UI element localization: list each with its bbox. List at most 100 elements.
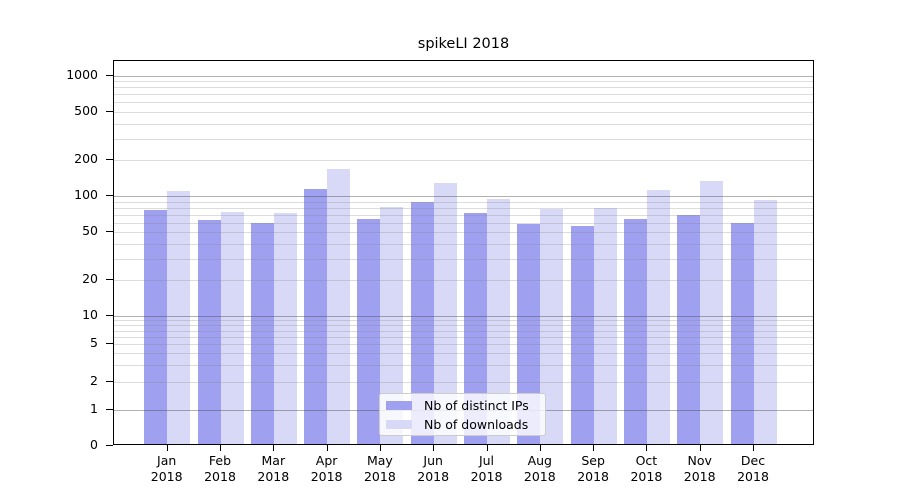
x-tick-month: Jul <box>478 453 495 468</box>
y-tick-label: 200 <box>74 150 98 166</box>
y-tick-mark <box>106 315 113 317</box>
bar-jul-distinct-ips <box>464 213 487 444</box>
y-tick-label: 100 <box>74 187 98 202</box>
y-tick-label: 2 <box>90 372 98 388</box>
x-tick-month: Sep <box>581 453 605 468</box>
x-tick-year: 2018 <box>630 469 663 484</box>
gridline-minor <box>114 87 813 89</box>
x-tick-month: Feb <box>208 453 232 468</box>
bar-apr-downloads <box>327 168 351 444</box>
bar-nov-downloads <box>700 180 724 444</box>
x-tick-mark <box>326 445 328 451</box>
x-tick-year: 2018 <box>363 469 396 484</box>
x-tick-label: Jun 2018 <box>403 453 463 485</box>
bar-nov-distinct-ips <box>677 215 701 444</box>
y-tick-label: 50 <box>82 223 98 239</box>
legend-label-downloads: Nb of downloads <box>424 416 529 432</box>
y-tick-label: 1 <box>90 401 98 416</box>
x-tick-label: Dec 2018 <box>723 453 783 485</box>
bar-sep-distinct-ips <box>570 226 594 444</box>
x-tick-label: Aug 2018 <box>510 453 570 485</box>
y-tick-mark <box>106 110 113 112</box>
gridline-minor <box>114 94 813 96</box>
y-tick-mark <box>106 380 113 382</box>
x-tick-label: Oct 2018 <box>616 453 676 485</box>
x-tick-month: Mar <box>261 453 286 468</box>
bar-sep-downloads <box>593 208 617 444</box>
x-tick-month: Dec <box>740 453 766 468</box>
bar-feb-distinct-ips <box>197 220 221 444</box>
bar-jun-distinct-ips <box>410 201 434 444</box>
x-tick-month: Aug <box>527 453 552 468</box>
x-tick-label: Mar 2018 <box>243 453 303 485</box>
x-tick-mark <box>699 445 701 451</box>
bar-jan-downloads <box>167 191 191 444</box>
x-tick-year: 2018 <box>523 469 556 484</box>
bar-jun-downloads <box>433 183 457 444</box>
x-tick-month: Apr <box>315 453 338 468</box>
bar-oct-distinct-ips <box>623 218 647 444</box>
y-tick-label: 0 <box>90 437 98 452</box>
x-tick-year: 2018 <box>417 469 450 484</box>
gridline-minor <box>114 102 813 104</box>
x-tick-label: Jul 2018 <box>457 453 517 485</box>
y-tick-mark <box>106 195 113 196</box>
x-tick-label: Feb 2018 <box>190 453 250 485</box>
bar-jan-distinct-ips <box>144 210 168 444</box>
x-tick-year: 2018 <box>577 469 609 484</box>
x-tick-mark <box>379 445 381 451</box>
legend-item-distinct-ips: Nb of distinct IPs <box>386 397 539 413</box>
bar-mar-distinct-ips <box>250 222 274 444</box>
bar-may-distinct-ips <box>357 219 381 444</box>
y-tick-mark <box>106 343 113 345</box>
gridline-minor <box>114 111 813 113</box>
legend-swatch-distinct-ips <box>386 400 412 410</box>
x-tick-year: 2018 <box>257 469 290 484</box>
gridline-minor <box>114 159 813 161</box>
gridline-minor <box>114 81 813 83</box>
legend-label-distinct-ips: Nb of distinct IPs <box>424 397 529 413</box>
x-tick-label: Nov 2018 <box>670 453 730 485</box>
y-tick-label: 10 <box>82 307 98 323</box>
y-tick-label: 500 <box>74 102 98 118</box>
x-tick-mark <box>539 445 541 451</box>
plot-area <box>113 60 814 445</box>
bar-feb-downloads <box>220 212 244 444</box>
x-tick-year: 2018 <box>737 469 769 484</box>
bar-may-downloads <box>380 207 404 444</box>
x-tick-label: Sep 2018 <box>563 453 623 485</box>
y-tick-mark <box>106 409 113 410</box>
x-tick-year: 2018 <box>310 469 343 484</box>
legend-swatch-downloads <box>386 419 412 429</box>
x-tick-year: 2018 <box>150 469 183 484</box>
y-tick-mark <box>106 445 113 446</box>
bar-aug-distinct-ips <box>517 224 541 444</box>
x-tick-mark <box>220 445 221 451</box>
x-tick-month: Jun <box>423 453 443 468</box>
y-tick-label: 20 <box>82 271 98 287</box>
x-tick-mark <box>486 445 488 451</box>
bar-dec-downloads <box>753 200 777 444</box>
bar-dec-distinct-ips <box>730 222 754 444</box>
chart-title: spikeLI 2018 <box>417 36 510 52</box>
x-tick-mark <box>593 445 595 451</box>
x-tick-mark <box>166 445 168 451</box>
bar-apr-distinct-ips <box>304 189 328 444</box>
x-tick-mark <box>433 445 435 451</box>
x-tick-month: Nov <box>687 453 712 468</box>
x-tick-year: 2018 <box>470 469 503 484</box>
y-tick-label: 5 <box>90 335 98 351</box>
legend-item-downloads: Nb of downloads <box>386 416 539 432</box>
x-tick-mark <box>273 445 275 451</box>
x-tick-label: Jan 2018 <box>137 453 197 485</box>
x-tick-month: Oct <box>635 453 658 468</box>
y-tick-mark <box>106 158 113 160</box>
x-tick-mark <box>646 445 648 451</box>
gridline-major <box>114 75 813 77</box>
x-tick-month: Jan <box>157 453 177 468</box>
x-tick-year: 2018 <box>204 469 236 484</box>
x-tick-month: May <box>366 453 393 468</box>
bar-mar-downloads <box>273 213 297 444</box>
y-tick-mark <box>106 279 113 281</box>
